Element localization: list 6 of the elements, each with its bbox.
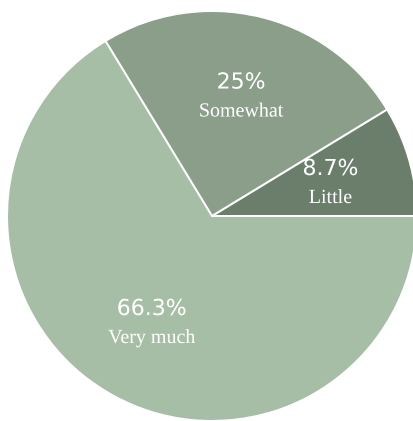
slice-label: Somewhat [198, 99, 284, 122]
slice-label: Little [308, 186, 352, 208]
data-label: 25% [216, 69, 266, 94]
slice-label: Very much [108, 326, 196, 348]
data-label: 8.7% [302, 156, 358, 181]
data-label: 66.3% [116, 296, 187, 322]
